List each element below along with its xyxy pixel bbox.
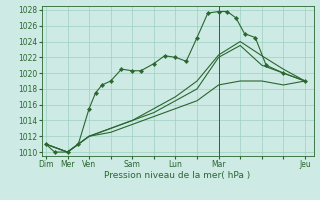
- X-axis label: Pression niveau de la mer( hPa ): Pression niveau de la mer( hPa ): [104, 171, 251, 180]
